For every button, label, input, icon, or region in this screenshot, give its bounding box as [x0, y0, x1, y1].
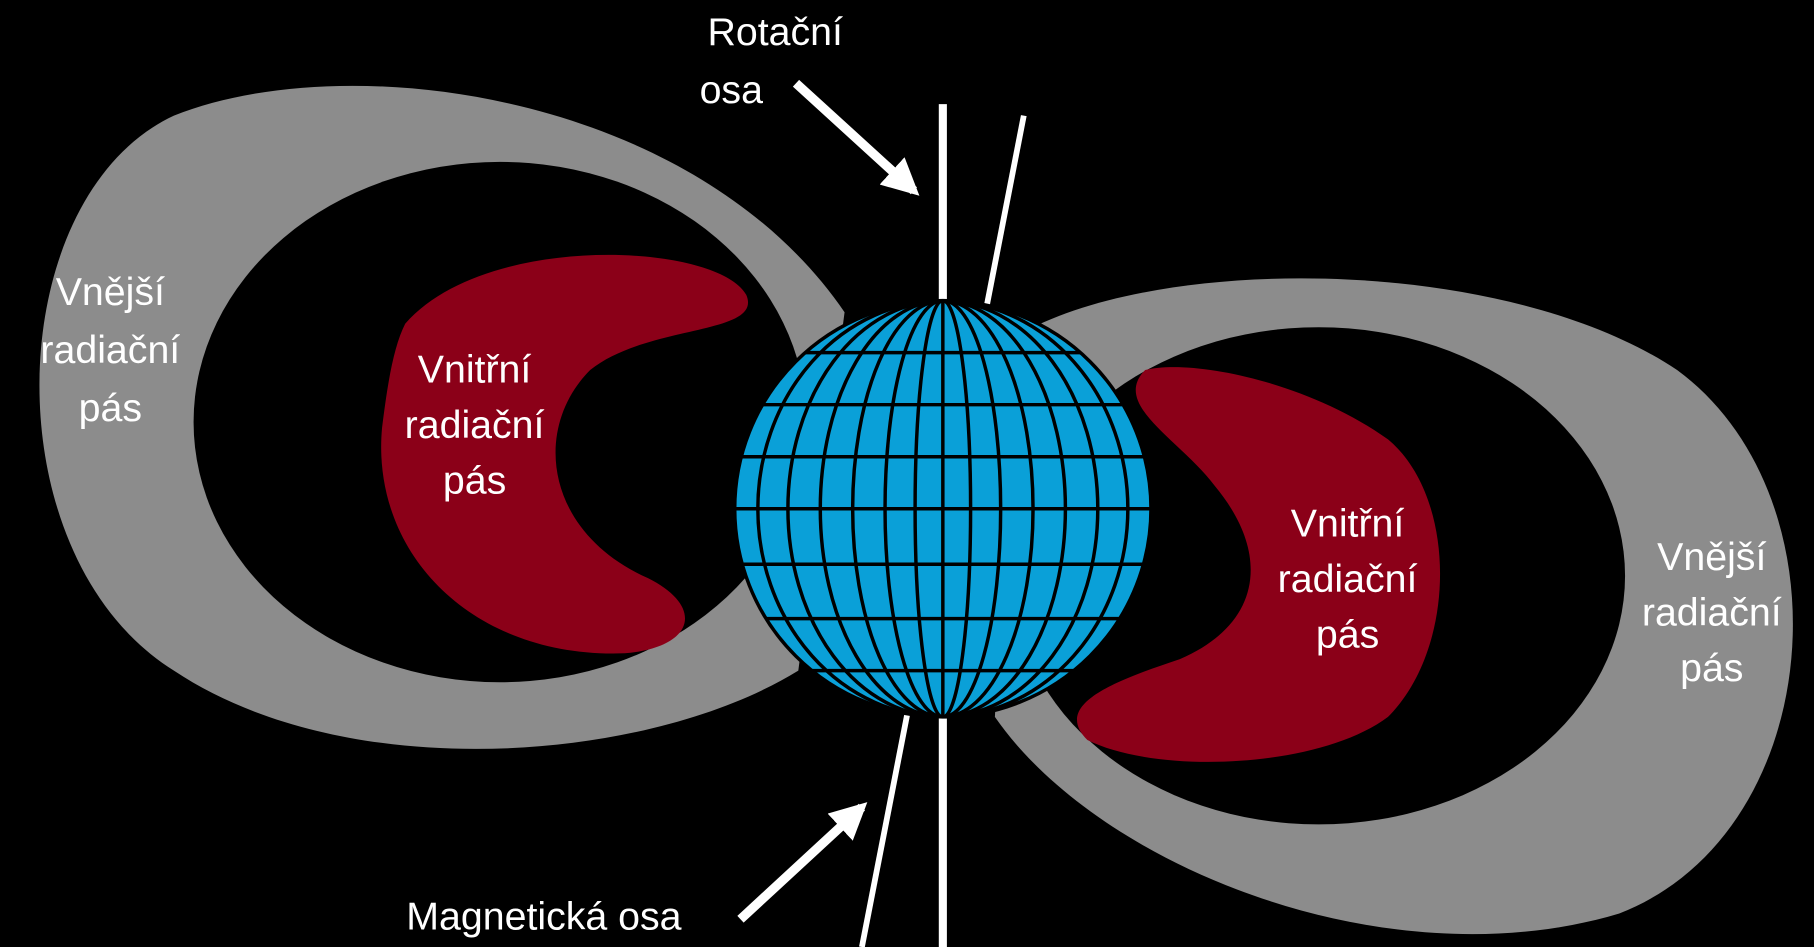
rotation-axis-label: osa [700, 68, 764, 112]
globe [729, 301, 1157, 717]
outer-belt-label: Vnější [1657, 535, 1766, 579]
inner-belt-label: Vnitřní [1291, 502, 1405, 546]
inner-belt-label: pás [443, 459, 506, 503]
page: Rotační osa Magnetická osa Vnější radiač… [0, 0, 1814, 947]
outer-belt-label: radiační [1642, 591, 1782, 635]
outer-belt-label: radiační [40, 328, 180, 372]
diagram: Rotační osa Magnetická osa Vnější radiač… [0, 0, 1814, 947]
outer-belt-label: pás [1680, 646, 1743, 690]
magnetic-axis-label: Magnetická osa [406, 895, 681, 939]
inner-belt-label: radiační [405, 403, 545, 447]
inner-belt-label: radiační [1278, 557, 1418, 601]
inner-belt-label: Vnitřní [418, 348, 532, 392]
rotation-axis-label: Rotační [707, 10, 843, 54]
outer-belt-label: pás [79, 386, 142, 430]
inner-belt-label: pás [1316, 613, 1379, 657]
outer-belt-label: Vnější [56, 270, 165, 314]
